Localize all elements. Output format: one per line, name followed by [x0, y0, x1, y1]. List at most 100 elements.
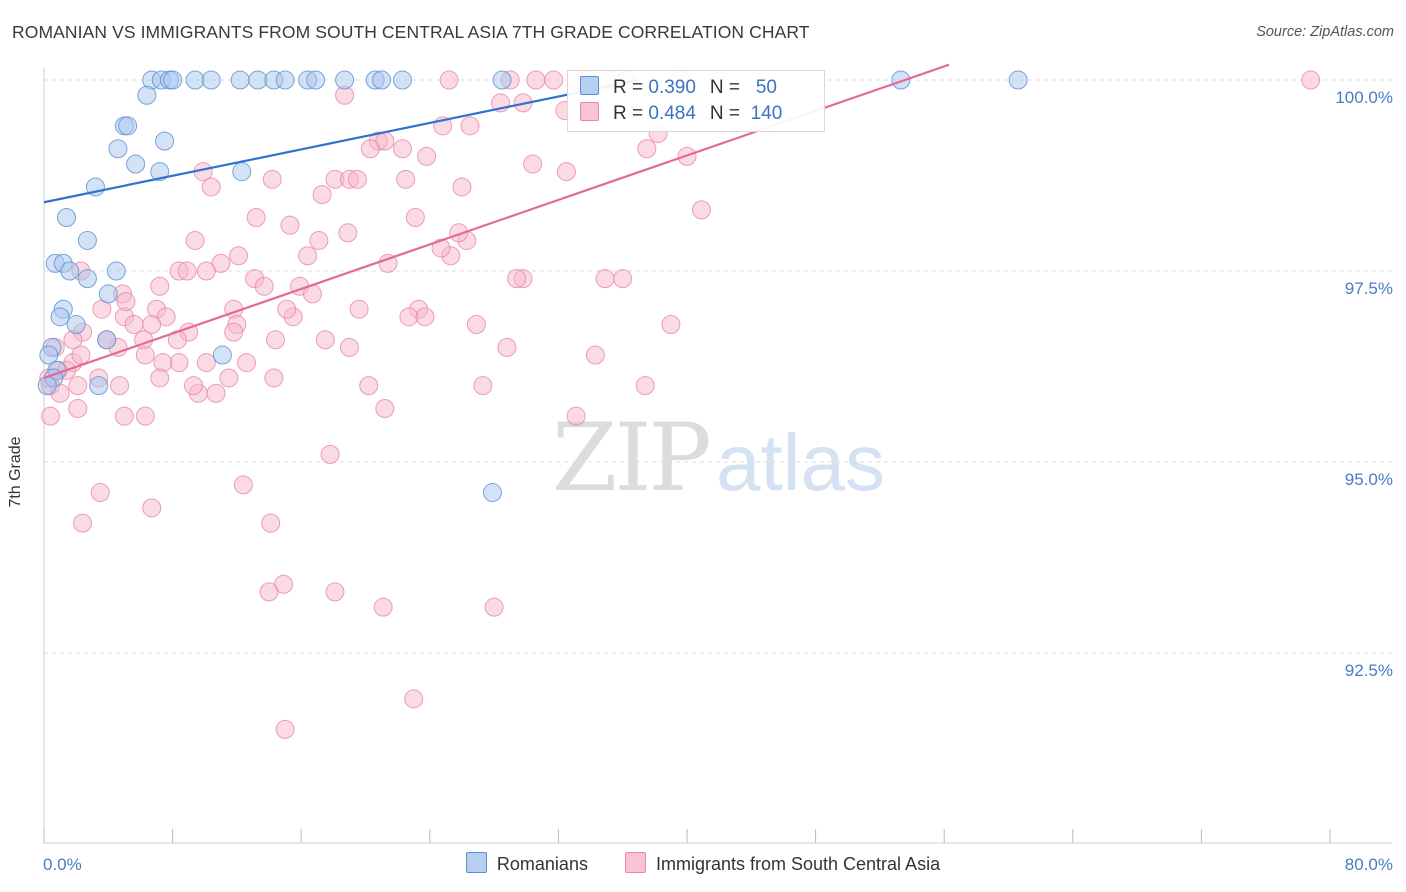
immigrants-point-79: [169, 353, 189, 373]
romanians-point-11: [306, 70, 326, 90]
immigrants-point-97: [196, 353, 216, 373]
immigrants-point-26: [347, 169, 367, 189]
immigrants-point-92: [68, 376, 88, 396]
immigrants-point-43: [378, 253, 398, 273]
romanians-point-23: [155, 131, 175, 151]
immigrants-point-39: [298, 246, 318, 266]
romanians-point-36: [50, 307, 70, 327]
legend-swatch-pink: [580, 102, 599, 121]
immigrants-point-108: [90, 483, 110, 503]
immigrants-point-28: [452, 177, 472, 197]
legend-n-label: N =: [709, 103, 746, 124]
immigrants-point-101: [40, 406, 60, 426]
immigrants-point-81: [219, 368, 239, 388]
immigrants-point-134: [449, 223, 469, 243]
immigrants-point-127: [473, 376, 493, 396]
immigrants-point-44: [431, 238, 451, 258]
immigrants-point-107: [233, 475, 253, 495]
immigrants-point-18: [637, 139, 657, 159]
immigrants-point-128: [585, 345, 605, 365]
x-tick-max: 80.0%: [1345, 855, 1393, 874]
immigrants-point-40: [229, 246, 249, 266]
axes: [43, 68, 1392, 844]
immigrants-point-17: [417, 146, 437, 166]
immigrants-point-32: [405, 208, 425, 228]
immigrants-point-119: [661, 314, 681, 334]
immigrants-point-110: [73, 513, 93, 533]
legend-row-romanians: R = 0.390 N = 50: [580, 76, 777, 100]
immigrants-point-59: [349, 299, 369, 319]
immigrants-point-72: [265, 330, 285, 350]
immigrants-point-73: [315, 330, 335, 350]
immigrants-point-35: [309, 230, 329, 250]
legend-n-label: N =: [709, 77, 746, 98]
series-legend: Romanians Immigrants from South Central …: [0, 852, 1406, 875]
immigrants-point-54: [150, 276, 170, 296]
immigrants-point-66: [415, 307, 435, 327]
immigrants-point-103: [114, 406, 134, 426]
immigrants-point-106: [320, 444, 340, 464]
legend-n-value-immigrants: 140: [750, 103, 783, 124]
immigrants-point-80: [264, 368, 284, 388]
romanians-point-31: [60, 261, 80, 281]
romanians-point-19: [891, 70, 911, 90]
immigrants-point-111: [261, 513, 281, 533]
romanians-point-33: [77, 269, 97, 289]
romanians-point-3: [163, 70, 183, 90]
immigrants-point-100: [359, 376, 379, 396]
immigrants-point-95: [206, 383, 226, 403]
romanians-point-21: [137, 85, 157, 105]
immigrants-point-121: [466, 314, 486, 334]
immigrants-point-98: [497, 337, 517, 357]
immigrants-point-125: [237, 353, 257, 373]
immigrants-point-104: [135, 406, 155, 426]
y-tick-label-1: 95.0%: [1345, 470, 1393, 489]
romanians-point-4: [185, 70, 205, 90]
romanians-point-47: [118, 116, 138, 136]
immigrants-point-113: [259, 582, 279, 602]
romanians-point-12: [335, 70, 355, 90]
romanians-point-40: [39, 345, 59, 365]
immigrants-point-71: [224, 322, 244, 342]
romanians-trend-line: [43, 78, 639, 204]
immigrants-point-117: [404, 689, 424, 709]
romanians-point-49: [232, 162, 252, 182]
immigrants-point-23: [262, 169, 282, 189]
immigrants-point-31: [246, 208, 266, 228]
immigrants-point-36: [338, 223, 358, 243]
romanians-point-34: [98, 284, 118, 304]
legend-swatch-blue: [465, 852, 487, 873]
immigrants-point-129: [360, 139, 380, 159]
immigrants-point-16: [392, 139, 412, 159]
legend-item-romanians[interactable]: Romanians: [465, 852, 588, 875]
romanians-point-6: [230, 70, 250, 90]
romanians-point-5: [201, 70, 221, 90]
legend-item-immigrants[interactable]: Immigrants from South Central Asia: [624, 852, 940, 875]
romanians-point-16: [492, 70, 512, 90]
stats-legend: R = 0.390 N = 50 R = 0.484 N = 140: [567, 70, 825, 132]
romanians-point-48: [150, 162, 170, 182]
immigrants-point-74: [339, 337, 359, 357]
immigrants-point-105: [375, 399, 395, 419]
immigrants-point-49: [254, 276, 274, 296]
immigrants-point-109: [142, 498, 162, 518]
romanians-point-46: [482, 483, 502, 503]
romanians-point-42: [212, 345, 232, 365]
immigrants-point-126: [277, 299, 297, 319]
romanians-point-27: [57, 208, 77, 228]
immigrants-point-99: [635, 376, 655, 396]
immigrants-point-116: [484, 597, 504, 617]
immigrants-point-133: [150, 368, 170, 388]
legend-label-romanians: Romanians: [496, 854, 588, 874]
chart-title: ROMANIAN VS IMMIGRANTS FROM SOUTH CENTRA…: [12, 22, 810, 42]
immigrants-point-29: [201, 177, 221, 197]
legend-r-value-immigrants: 0.484: [648, 103, 696, 124]
legend-r-label: R =: [613, 103, 649, 124]
immigrants-point-33: [691, 200, 711, 220]
immigrants-point-3: [544, 70, 564, 90]
immigrants-point-115: [373, 597, 393, 617]
immigrants-point-7: [1301, 70, 1321, 90]
romanians-point-32: [106, 261, 126, 281]
immigrants-point-20: [523, 154, 543, 174]
